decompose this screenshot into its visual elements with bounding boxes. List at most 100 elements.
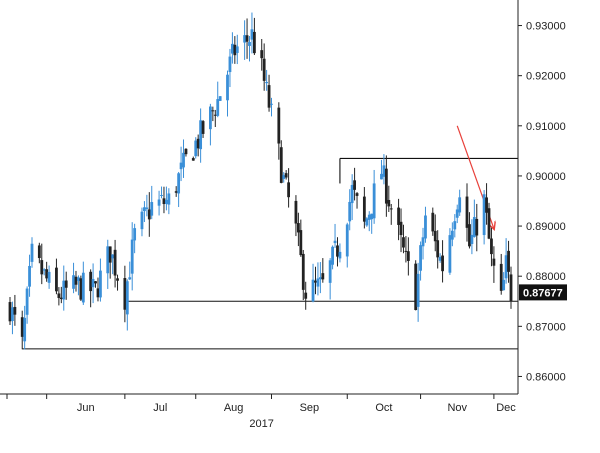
candle-body (468, 224, 471, 247)
candle (140, 207, 144, 237)
candle-body (177, 173, 181, 194)
candle-body (77, 277, 80, 281)
candle-body (458, 197, 462, 213)
candle-body (243, 35, 247, 43)
candle (424, 206, 427, 243)
candle-body (384, 168, 388, 204)
candle (11, 301, 14, 335)
candle (228, 48, 232, 88)
candle-body (316, 278, 320, 287)
candle-body (490, 238, 493, 255)
candle (209, 103, 212, 146)
candle (99, 258, 102, 302)
candle-body (174, 191, 178, 193)
candle-body (416, 273, 420, 307)
candle-body (499, 263, 503, 291)
candle (74, 270, 78, 292)
candle-body (441, 255, 444, 272)
candle-body (284, 173, 288, 178)
candle (402, 224, 405, 254)
candle-body (414, 263, 418, 311)
candle-body (311, 279, 315, 302)
candle-body (235, 46, 239, 53)
candle-body (372, 183, 376, 219)
candle (89, 269, 93, 308)
candle (267, 74, 271, 112)
candle-body (45, 269, 49, 279)
candle-body (30, 243, 34, 262)
candle (184, 148, 188, 157)
candle-body (8, 302, 12, 322)
current-price-marker: 0.87677 (519, 284, 567, 301)
candle (406, 237, 410, 276)
candle-body (11, 307, 14, 321)
candle-body (492, 258, 496, 266)
candle (167, 188, 171, 215)
candle (336, 237, 339, 267)
candle-body (228, 56, 232, 73)
x-tick-label: Dec (496, 402, 516, 414)
candle (279, 140, 283, 184)
candle (47, 265, 51, 289)
candle-body (421, 237, 425, 247)
candle-body (509, 274, 513, 302)
candle-body (504, 255, 508, 279)
x-tick-label: Nov (447, 402, 467, 414)
y-tick-label: 0.89000 (526, 221, 566, 233)
candle (147, 192, 151, 237)
candle-body (389, 208, 393, 210)
candle-body (397, 207, 400, 225)
candle (492, 246, 496, 283)
candle-body (301, 253, 305, 290)
candle (465, 183, 469, 242)
candle-body (13, 306, 17, 315)
y-tick-label: 0.88000 (526, 271, 566, 283)
candle (485, 183, 488, 225)
candle (128, 261, 132, 281)
candle (482, 190, 486, 245)
candle (248, 35, 251, 62)
candle (438, 253, 442, 263)
candle (111, 254, 115, 275)
candle (211, 106, 215, 122)
candle (350, 174, 354, 221)
y-tick-label: 0.87000 (526, 321, 566, 333)
candle (282, 172, 286, 183)
candle (252, 17, 256, 55)
y-tick-label: 0.92000 (526, 71, 566, 83)
y-tick-label: 0.93000 (526, 21, 566, 33)
candle (299, 219, 303, 257)
candle-body (328, 260, 332, 283)
candle (365, 217, 369, 227)
candle (355, 192, 359, 209)
candle-body (147, 209, 151, 220)
candle-body (485, 197, 488, 213)
candle (314, 266, 317, 295)
candle (441, 240, 444, 283)
candle (380, 159, 383, 180)
candle (504, 238, 508, 284)
candle-body (304, 292, 308, 299)
candle (250, 12, 254, 54)
candle (304, 281, 308, 310)
candle-body (436, 240, 440, 258)
candle-body (475, 218, 479, 236)
candle (174, 186, 178, 197)
candle (370, 213, 374, 234)
candle-body (399, 221, 403, 236)
candle (218, 96, 222, 102)
candle (23, 305, 27, 350)
candle (226, 70, 229, 117)
candle (13, 294, 17, 326)
candle (77, 275, 80, 296)
candle (162, 186, 166, 214)
x-tick-label: Jun (77, 402, 95, 414)
candle-body (419, 245, 422, 271)
candle (499, 253, 503, 295)
candle (433, 214, 437, 252)
candle-body (57, 293, 61, 298)
candle (145, 194, 149, 217)
candle (57, 287, 61, 306)
candle (287, 168, 291, 208)
y-axis: 0.86000 0.87000 0.88000 0.89000 0.90000 0.910… (517, 0, 566, 394)
